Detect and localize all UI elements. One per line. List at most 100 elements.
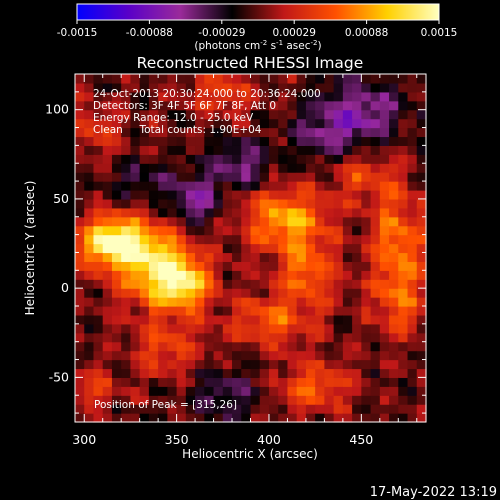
heatmap-cell — [305, 127, 316, 138]
heatmap-cell — [352, 341, 362, 352]
heatmap-cell — [195, 163, 205, 173]
heatmap-cell — [379, 91, 390, 102]
heatmap-cell — [195, 297, 205, 307]
heatmap-cell — [305, 225, 316, 236]
heatmap-cell — [93, 243, 104, 254]
heatmap-cell — [139, 350, 150, 361]
heatmap-cell — [398, 163, 409, 173]
heatmap-cell — [93, 172, 104, 182]
heatmap-cell — [102, 377, 113, 387]
heatmap-cell — [352, 207, 362, 218]
heatmap-cell — [324, 163, 335, 173]
heatmap-cell — [232, 109, 242, 120]
heatmap-cell — [111, 216, 122, 227]
heatmap-cell — [278, 74, 289, 84]
heatmap-cell — [296, 234, 307, 245]
heatmap-cell — [93, 323, 104, 334]
heatmap-cell — [111, 350, 122, 361]
heatmap-cell — [241, 386, 252, 396]
heatmap-cell — [370, 118, 381, 129]
heatmap-cell — [416, 190, 427, 200]
heatmap-cell — [398, 368, 409, 378]
heatmap-cell — [398, 225, 409, 236]
heatmap-cell — [213, 377, 224, 387]
heatmap-cell — [379, 163, 390, 173]
heatmap-cell — [250, 74, 261, 84]
heatmap-cell — [333, 136, 344, 146]
heatmap-cell — [278, 261, 289, 271]
heatmap-cell — [250, 207, 261, 218]
heatmap-cell — [296, 207, 307, 218]
heatmap-cell — [268, 216, 279, 227]
heatmap-cell — [176, 154, 187, 164]
heatmap-cell — [139, 127, 150, 138]
heatmap-cell — [148, 252, 159, 262]
heatmap-cell — [305, 136, 316, 146]
heatmap-cell — [222, 261, 233, 271]
heatmap-cell — [305, 323, 316, 334]
heatmap-cell — [213, 323, 224, 334]
heatmap-cell — [185, 270, 196, 280]
heatmap-cell — [176, 243, 187, 254]
heatmap-cell — [185, 109, 196, 120]
heatmap-cell — [361, 341, 372, 352]
heatmap-cell — [139, 190, 150, 200]
heatmap-cell — [315, 413, 325, 423]
heatmap-cell — [158, 172, 168, 182]
heatmap-cell — [268, 332, 279, 343]
heatmap-cell — [259, 181, 270, 191]
heatmap-cell — [167, 297, 178, 307]
heatmap-cell — [204, 145, 215, 155]
heatmap-cell — [213, 82, 224, 93]
heatmap-cell — [121, 243, 132, 254]
heatmap-cell — [102, 82, 113, 93]
heatmap-cell — [361, 118, 372, 129]
heatmap-cell — [379, 154, 390, 164]
heatmap-cell — [259, 109, 270, 120]
heatmap-cell — [278, 297, 289, 307]
heatmap-cell — [315, 288, 325, 298]
heatmap-cell — [278, 368, 289, 378]
heatmap-cell — [278, 181, 289, 191]
heatmap-cell — [195, 341, 205, 352]
heatmap-cell — [158, 368, 168, 378]
heatmap-cell — [185, 190, 196, 200]
heatmap-cell — [370, 243, 381, 254]
heatmap-cell — [315, 306, 325, 316]
heatmap-cell — [232, 190, 242, 200]
heatmap-cell — [361, 279, 372, 289]
heatmap-cell — [204, 261, 215, 271]
heatmap-cell — [213, 386, 224, 396]
heatmap-cell — [324, 181, 335, 191]
colorbar-unit-label: (photons cm-2 s-1 asec-2) — [194, 39, 321, 52]
heatmap-cell — [185, 395, 196, 405]
heatmap-cell — [75, 359, 85, 370]
heatmap-cell — [121, 288, 132, 298]
heatmap-cell — [407, 386, 418, 396]
heatmap-cell — [268, 136, 279, 146]
heatmap-cell — [315, 118, 325, 129]
heatmap-cell — [139, 279, 150, 289]
heatmap-cell — [185, 297, 196, 307]
heatmap-cell — [370, 314, 381, 325]
heatmap-cell — [167, 270, 178, 280]
heatmap-cell — [167, 332, 178, 343]
heatmap-cell — [324, 216, 335, 227]
heatmap-cell — [342, 413, 353, 423]
heatmap-cell — [407, 404, 418, 414]
heatmap-cell — [185, 323, 196, 334]
heatmap-cell — [204, 314, 215, 325]
heatmap-cell — [130, 118, 141, 129]
heatmap-cell — [416, 172, 427, 182]
x-tick-label: 350 — [165, 432, 189, 447]
heatmap-cell — [342, 190, 353, 200]
heatmap-cell — [398, 100, 409, 111]
heatmap-cell — [259, 207, 270, 218]
heatmap-cell — [84, 279, 95, 289]
heatmap-cell — [84, 341, 95, 352]
heatmap-cell — [167, 145, 178, 155]
heatmap-cell — [315, 225, 325, 236]
heatmap-cell — [204, 306, 215, 316]
heatmap-cell — [158, 297, 168, 307]
heatmap-cell — [416, 323, 427, 334]
